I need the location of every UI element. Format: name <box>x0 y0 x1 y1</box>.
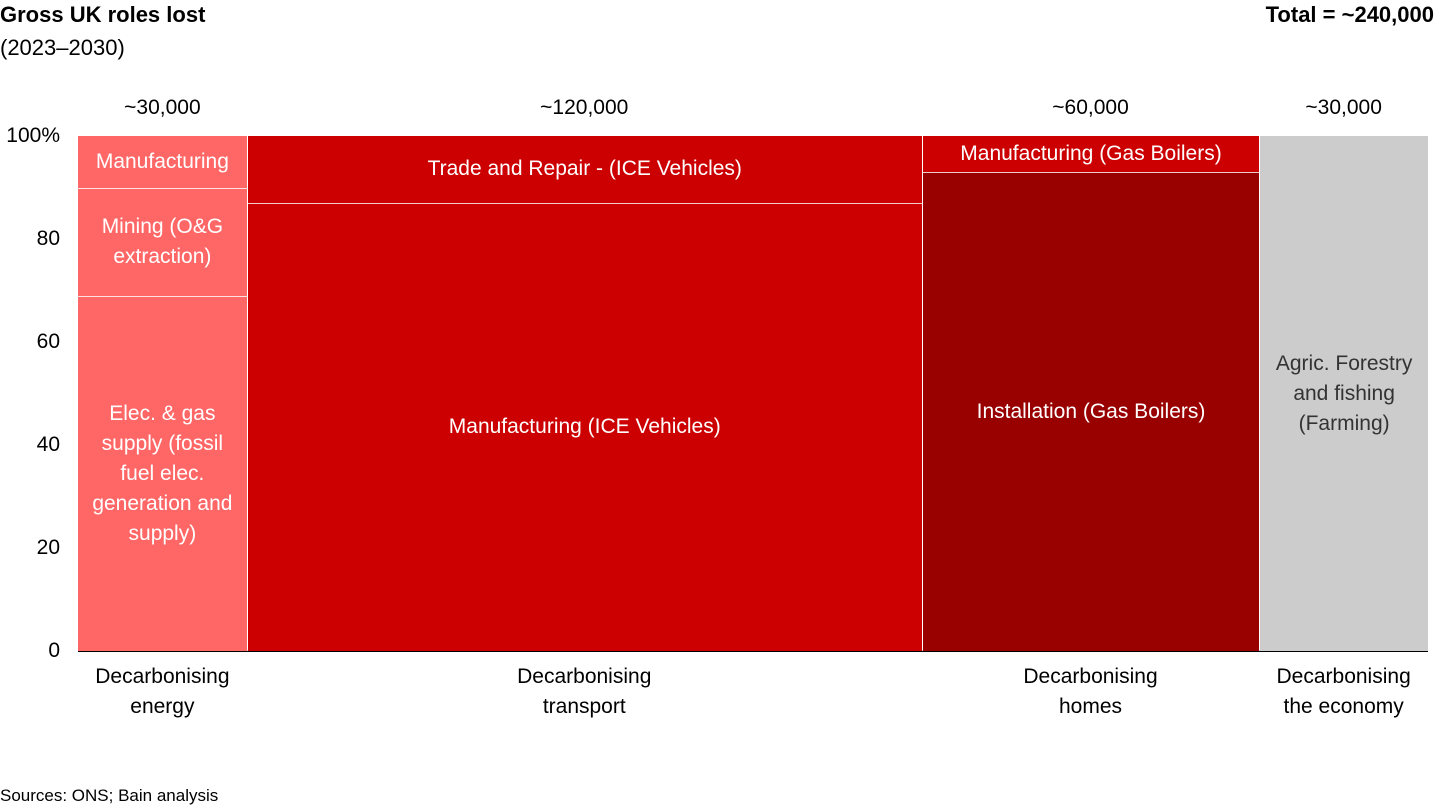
chart-title: Gross UK roles lost <box>0 2 206 27</box>
chart-subtitle: (2023–2030) <box>0 35 125 60</box>
column-total-label: ~60,000 <box>1052 96 1129 119</box>
y-tick-label: 0 <box>48 639 60 662</box>
segment: Mining (O&G extraction) <box>78 187 247 296</box>
segment: Elec. & gas supply (fossil fuel elec. ge… <box>78 295 247 651</box>
y-tick-label: 60 <box>36 330 60 353</box>
category-label: Decarbonising homes <box>1023 665 1158 718</box>
column: Elec. & gas supply (fossil fuel elec. ge… <box>78 136 247 651</box>
column-total-label: ~120,000 <box>540 96 629 119</box>
y-tick-label: 80 <box>36 227 60 250</box>
segment: Agric. Forestry and fishing (Farming) <box>1260 136 1428 651</box>
segment: Installation (Gas Boilers) <box>922 172 1260 651</box>
column: Installation (Gas Boilers) Manufacturing … <box>921 136 1260 651</box>
y-tick-label: 20 <box>36 536 60 559</box>
category-label: Decarbonising transport <box>517 665 652 718</box>
category-label: Decarbonising energy <box>95 665 230 718</box>
x-axis-line <box>78 650 1428 652</box>
segment: Manufacturing <box>78 136 247 188</box>
y-tick-label: 40 <box>36 433 60 456</box>
y-tick-label: 100% <box>6 124 60 147</box>
column: Manufacturing (ICE Vehicles) Trade and Re… <box>246 136 922 651</box>
source-note: Sources: ONS; Bain analysis <box>0 786 219 805</box>
column: Agric. Forestry and fishing (Farming) <box>1259 136 1428 651</box>
column-total-label: ~30,000 <box>124 96 201 119</box>
segment: Trade and Repair - (ICE Vehicles) <box>247 136 922 203</box>
total-label: Total = ~240,000 <box>1265 2 1434 27</box>
column-total-label: ~30,000 <box>1305 96 1382 119</box>
segment: Manufacturing (Gas Boilers) <box>922 136 1260 173</box>
category-label: Decarbonising the economy <box>1276 665 1411 718</box>
segment: Manufacturing (ICE Vehicles) <box>247 202 922 651</box>
